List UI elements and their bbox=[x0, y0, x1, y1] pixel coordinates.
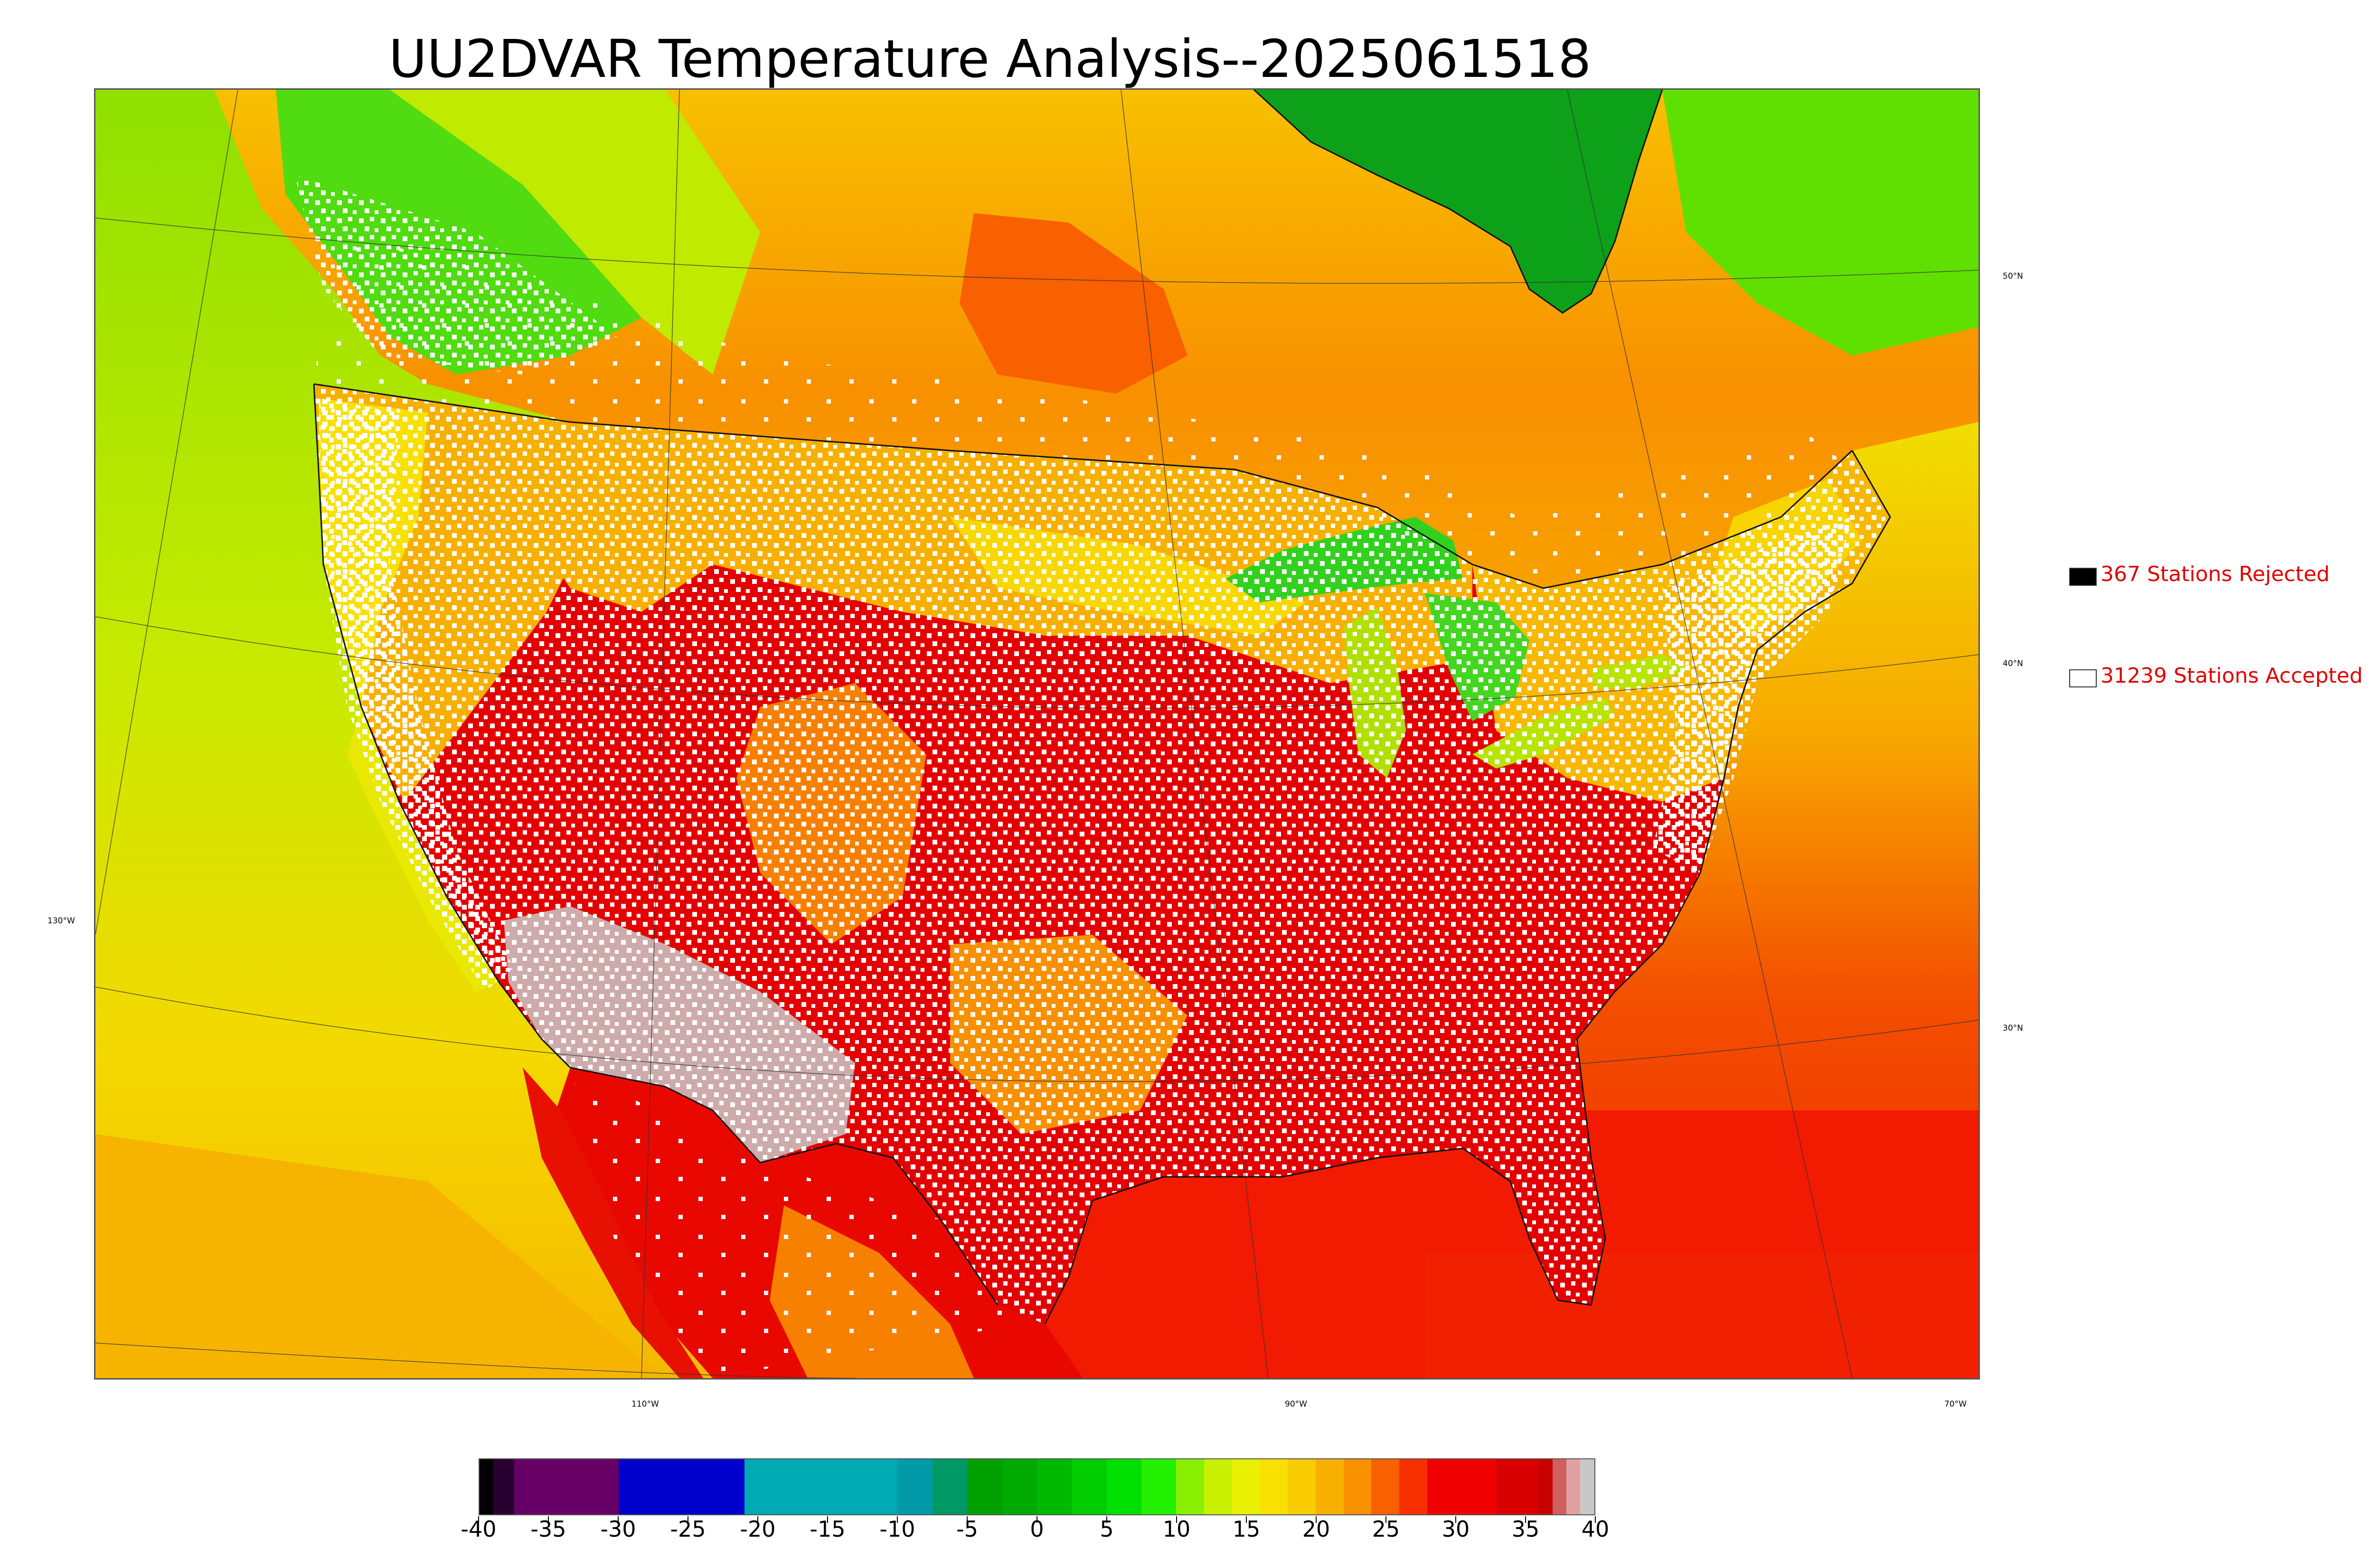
accepted-swatch bbox=[2069, 669, 2097, 687]
colorbar-segment bbox=[1427, 1459, 1497, 1514]
rejected-label: 367 Stations Rejected bbox=[2101, 562, 2330, 586]
colorbar-tick-label: -40 bbox=[461, 1516, 497, 1542]
lon-label-130w: 130°W bbox=[47, 916, 75, 926]
colorbar-segment bbox=[1260, 1459, 1288, 1514]
colorbar-segment bbox=[1552, 1459, 1567, 1514]
colorbar-segment bbox=[493, 1459, 515, 1514]
lat-label-40n: 40°N bbox=[2003, 659, 2023, 668]
accepted-label: 31239 Stations Accepted bbox=[2101, 664, 2363, 688]
colorbar-tick-label: 20 bbox=[1302, 1516, 1330, 1542]
canada-northeast-cool bbox=[1662, 90, 1978, 356]
map-frame[interactable] bbox=[94, 88, 1980, 1380]
colorbar-segment bbox=[1232, 1459, 1260, 1514]
colorbar-segment bbox=[1288, 1459, 1316, 1514]
colorbar-tick bbox=[1385, 1516, 1386, 1523]
colorbar-segment bbox=[1176, 1459, 1205, 1514]
colorbar-tick bbox=[1176, 1516, 1177, 1523]
colorbar-segment bbox=[1072, 1459, 1107, 1514]
graticule bbox=[95, 90, 1978, 1378]
south-pacific-warm bbox=[95, 1134, 665, 1378]
colorbar-tick-label: -10 bbox=[879, 1516, 915, 1542]
colorbar-tick-label: -20 bbox=[740, 1516, 776, 1542]
colorbar-tick-label: 15 bbox=[1232, 1516, 1261, 1542]
lat-label-30n: 30°N bbox=[2003, 1023, 2023, 1033]
colorbar-segment bbox=[897, 1459, 933, 1514]
stations-rockies-canada bbox=[295, 175, 618, 375]
colorbar-tick bbox=[1246, 1516, 1247, 1523]
colorbar-tick-label: 40 bbox=[1581, 1516, 1610, 1542]
colorbar-segment bbox=[480, 1459, 494, 1514]
colorbar-tick bbox=[1106, 1516, 1107, 1523]
colorbar-tick bbox=[548, 1516, 549, 1523]
stations-dense-west-coast bbox=[319, 398, 513, 992]
colorbar-tick-label: 10 bbox=[1162, 1516, 1191, 1542]
colorbar-segment bbox=[1566, 1459, 1581, 1514]
colorbar-tick bbox=[897, 1516, 898, 1523]
rockies-warm-edge bbox=[390, 90, 760, 375]
colorbar-tick bbox=[618, 1516, 619, 1523]
political-borders bbox=[313, 90, 1891, 1324]
colorbar-segment bbox=[1580, 1459, 1594, 1514]
colorbar-segment bbox=[1315, 1459, 1344, 1514]
colorbar-segment bbox=[619, 1459, 744, 1514]
colorbar-tick-label: 30 bbox=[1441, 1516, 1470, 1542]
colorbar-segment bbox=[967, 1459, 1002, 1514]
colorbar-tick bbox=[967, 1516, 968, 1523]
colorbar-segment bbox=[1538, 1459, 1553, 1514]
colorbar-tick-label: 0 bbox=[1030, 1516, 1044, 1542]
colorbar-tick bbox=[757, 1516, 758, 1523]
colorbar-segment bbox=[1343, 1459, 1372, 1514]
stations-dense-northeast bbox=[1653, 517, 1852, 873]
colorbar-tick-label: -25 bbox=[670, 1516, 706, 1542]
colorbar-tick bbox=[1455, 1516, 1456, 1523]
colorbar-tick-label: -30 bbox=[600, 1516, 636, 1542]
stations-canada-south bbox=[314, 232, 1852, 588]
temperature-colorbar bbox=[479, 1458, 1595, 1515]
colorbar-segment bbox=[514, 1459, 619, 1514]
colorbar-segment bbox=[1497, 1459, 1539, 1514]
colorbar-tick bbox=[1595, 1516, 1596, 1523]
colorbar-tick-label: 5 bbox=[1100, 1516, 1114, 1542]
colorbar-tick-label: -35 bbox=[530, 1516, 566, 1542]
caribbean-sea bbox=[1425, 1253, 1978, 1378]
colorbar-segment bbox=[1002, 1459, 1037, 1514]
colorbar-segment bbox=[1371, 1459, 1399, 1514]
colorbar-segment bbox=[1106, 1459, 1142, 1514]
stations-mexico bbox=[570, 1068, 1021, 1378]
colorbar-tick bbox=[1525, 1516, 1526, 1523]
temperature-map[interactable] bbox=[95, 90, 1978, 1378]
colorbar-segment bbox=[932, 1459, 968, 1514]
colorbar-segment bbox=[1399, 1459, 1427, 1514]
rejected-swatch bbox=[2069, 568, 2097, 586]
colorbar-tick-label: -5 bbox=[956, 1516, 978, 1542]
lon-label-110w: 110°W bbox=[631, 1399, 659, 1409]
hudson-bay bbox=[1254, 90, 1662, 313]
colorbar-segment bbox=[1141, 1459, 1177, 1514]
colorbar-segment bbox=[1036, 1459, 1072, 1514]
colorbar-tick bbox=[827, 1516, 828, 1523]
lat-label-50n: 50°N bbox=[2003, 272, 2023, 281]
colorbar-tick bbox=[1036, 1516, 1037, 1523]
colorbar-tick-label: -15 bbox=[810, 1516, 846, 1542]
colorbar-tick bbox=[1316, 1516, 1317, 1523]
lon-label-70w: 70°W bbox=[1944, 1399, 1967, 1409]
colorbar-tick-label: 25 bbox=[1372, 1516, 1400, 1542]
colorbar-tick-label: 35 bbox=[1511, 1516, 1540, 1542]
page-title: UU2DVAR Temperature Analysis--2025061518 bbox=[388, 28, 1592, 89]
colorbar-tick bbox=[478, 1516, 479, 1523]
colorbar-segment bbox=[744, 1459, 898, 1514]
lon-label-90w: 90°W bbox=[1285, 1399, 1307, 1409]
colorbar-segment bbox=[1204, 1459, 1232, 1514]
canada-hot-pocket bbox=[960, 213, 1187, 394]
stations-accepted-overlay bbox=[314, 384, 1890, 1324]
